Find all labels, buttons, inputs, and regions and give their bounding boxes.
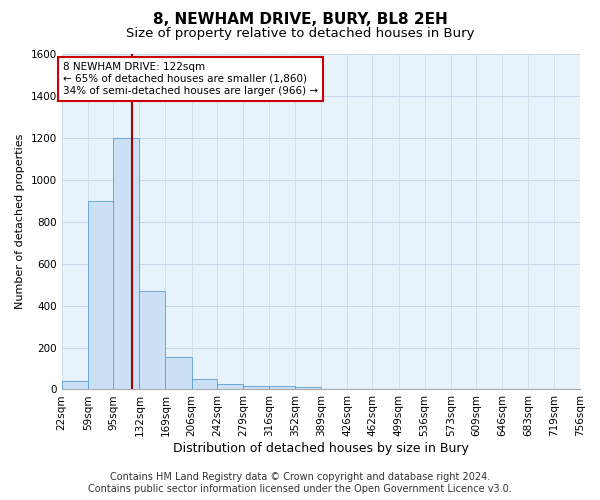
Text: Contains HM Land Registry data © Crown copyright and database right 2024.
Contai: Contains HM Land Registry data © Crown c…	[88, 472, 512, 494]
Text: 8, NEWHAM DRIVE, BURY, BL8 2EH: 8, NEWHAM DRIVE, BURY, BL8 2EH	[152, 12, 448, 28]
Bar	[139, 291, 166, 390]
Text: Size of property relative to detached houses in Bury: Size of property relative to detached ho…	[126, 28, 474, 40]
Bar	[295, 388, 321, 390]
Bar	[243, 386, 269, 390]
Y-axis label: Number of detached properties: Number of detached properties	[15, 134, 25, 310]
Bar	[166, 357, 191, 390]
Bar	[191, 379, 217, 390]
Bar	[217, 384, 243, 390]
Bar	[62, 381, 88, 390]
Bar	[88, 201, 113, 390]
Text: 8 NEWHAM DRIVE: 122sqm
← 65% of detached houses are smaller (1,860)
34% of semi-: 8 NEWHAM DRIVE: 122sqm ← 65% of detached…	[63, 62, 318, 96]
Bar	[113, 138, 139, 390]
X-axis label: Distribution of detached houses by size in Bury: Distribution of detached houses by size …	[173, 442, 469, 455]
Bar	[269, 386, 295, 390]
